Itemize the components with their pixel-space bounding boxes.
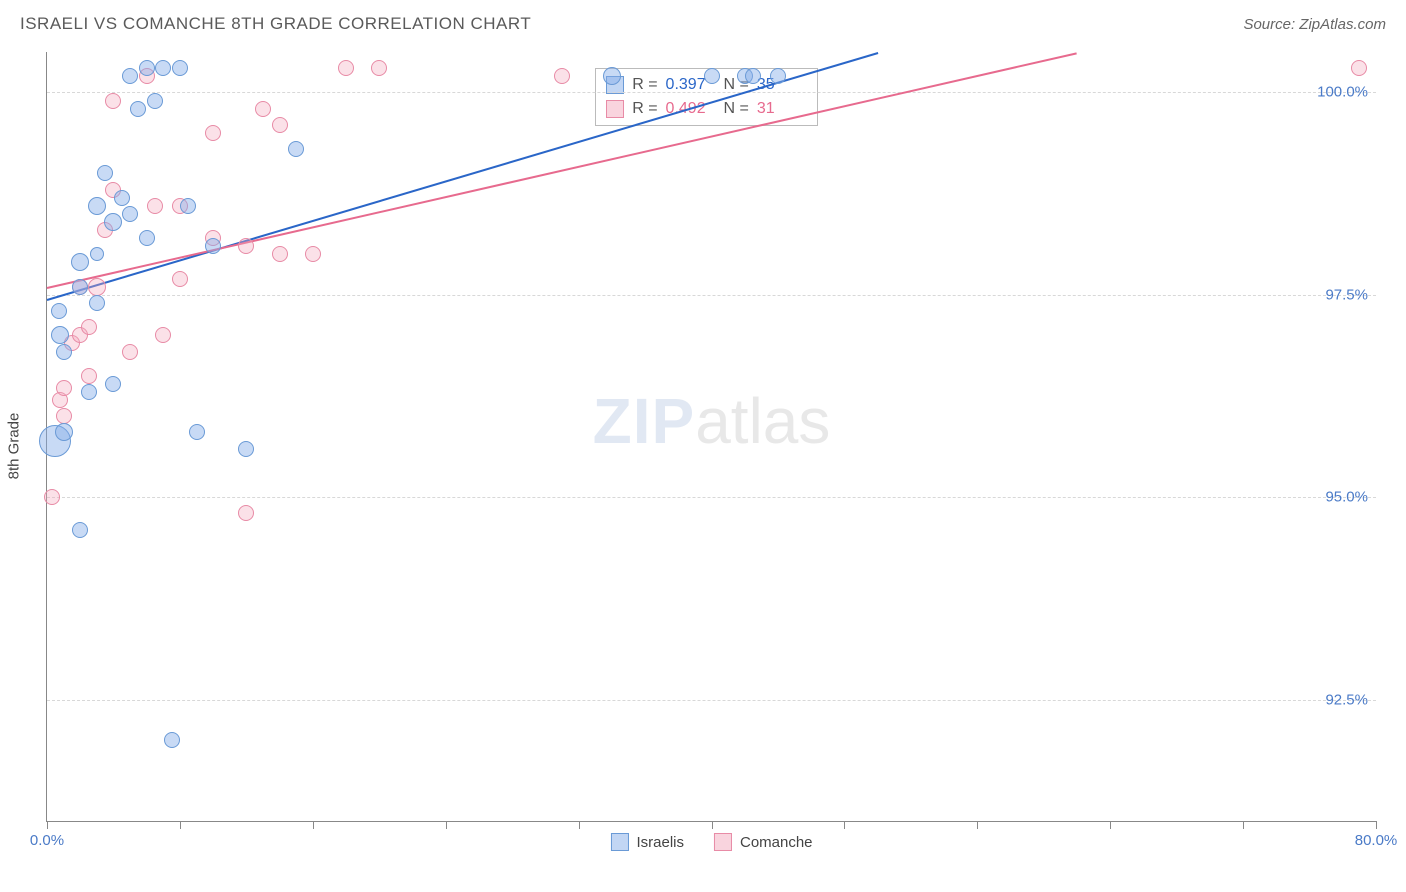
data-point-blue bbox=[189, 424, 205, 440]
watermark-zip: ZIP bbox=[593, 385, 696, 457]
swatch-pink-icon bbox=[606, 100, 624, 118]
data-point-blue bbox=[130, 101, 146, 117]
data-point-blue bbox=[139, 230, 155, 246]
data-point-blue bbox=[205, 238, 221, 254]
x-tick bbox=[1376, 821, 1377, 829]
x-tick-label: 80.0% bbox=[1355, 832, 1398, 849]
legend-label-pink: Comanche bbox=[740, 834, 813, 851]
legend: Israelis Comanche bbox=[610, 833, 812, 851]
x-tick bbox=[1110, 821, 1111, 829]
data-point-blue bbox=[180, 198, 196, 214]
data-point-blue bbox=[105, 376, 121, 392]
x-tick bbox=[579, 821, 580, 829]
legend-label-blue: Israelis bbox=[636, 834, 684, 851]
legend-item-israelis: Israelis bbox=[610, 833, 684, 851]
data-point-blue bbox=[72, 522, 88, 538]
stats-n-label: N = bbox=[724, 97, 749, 121]
y-tick-label: 92.5% bbox=[1325, 691, 1368, 708]
x-tick bbox=[180, 821, 181, 829]
data-point-blue bbox=[770, 68, 786, 84]
x-tick bbox=[977, 821, 978, 829]
data-point-blue bbox=[147, 93, 163, 109]
plot-area: ZIPatlas R = 0.397 N = 35 R = 0.492 N = … bbox=[46, 52, 1376, 822]
stats-n-value-pink: 31 bbox=[757, 97, 807, 121]
data-point-pink bbox=[238, 238, 254, 254]
trendline-blue bbox=[47, 52, 878, 301]
watermark-atlas: atlas bbox=[695, 385, 830, 457]
data-point-blue bbox=[704, 68, 720, 84]
x-tick bbox=[1243, 821, 1244, 829]
data-point-blue bbox=[56, 344, 72, 360]
data-point-pink bbox=[172, 271, 188, 287]
data-point-pink bbox=[147, 198, 163, 214]
data-point-pink bbox=[272, 117, 288, 133]
stats-r-label: R = bbox=[632, 73, 657, 97]
x-tick bbox=[712, 821, 713, 829]
data-point-pink bbox=[371, 60, 387, 76]
data-point-blue bbox=[72, 279, 88, 295]
data-point-pink bbox=[305, 246, 321, 262]
gridline bbox=[47, 92, 1376, 93]
data-point-blue bbox=[139, 60, 155, 76]
y-axis-title: 8th Grade bbox=[6, 413, 23, 480]
data-point-blue bbox=[238, 441, 254, 457]
gridline bbox=[47, 295, 1376, 296]
data-point-pink bbox=[255, 101, 271, 117]
data-point-blue bbox=[745, 68, 761, 84]
data-point-blue bbox=[155, 60, 171, 76]
stats-row-comanche: R = 0.492 N = 31 bbox=[606, 97, 807, 121]
y-tick-label: 100.0% bbox=[1317, 84, 1368, 101]
x-tick bbox=[313, 821, 314, 829]
x-tick bbox=[446, 821, 447, 829]
gridline bbox=[47, 497, 1376, 498]
data-point-pink bbox=[105, 93, 121, 109]
swatch-blue-icon bbox=[610, 833, 628, 851]
data-point-pink bbox=[88, 278, 106, 296]
data-point-blue bbox=[172, 60, 188, 76]
x-tick bbox=[844, 821, 845, 829]
data-point-pink bbox=[122, 344, 138, 360]
data-point-blue bbox=[603, 67, 621, 85]
data-point-blue bbox=[104, 213, 122, 231]
y-tick-label: 97.5% bbox=[1325, 286, 1368, 303]
y-tick-label: 95.0% bbox=[1325, 489, 1368, 506]
data-point-blue bbox=[90, 247, 104, 261]
gridline bbox=[47, 700, 1376, 701]
data-point-pink bbox=[205, 125, 221, 141]
data-point-blue bbox=[81, 384, 97, 400]
data-point-blue bbox=[114, 190, 130, 206]
data-point-pink bbox=[56, 380, 72, 396]
data-point-blue bbox=[51, 326, 69, 344]
data-point-pink bbox=[272, 246, 288, 262]
data-point-pink bbox=[44, 489, 60, 505]
data-point-blue bbox=[122, 68, 138, 84]
data-point-blue bbox=[55, 423, 73, 441]
data-point-pink bbox=[155, 327, 171, 343]
source-attribution: Source: ZipAtlas.com bbox=[1243, 16, 1386, 33]
trendline-pink bbox=[47, 52, 1077, 289]
legend-item-comanche: Comanche bbox=[714, 833, 813, 851]
data-point-blue bbox=[89, 295, 105, 311]
data-point-pink bbox=[554, 68, 570, 84]
swatch-pink-icon bbox=[714, 833, 732, 851]
data-point-blue bbox=[71, 253, 89, 271]
data-point-pink bbox=[81, 368, 97, 384]
watermark: ZIPatlas bbox=[593, 384, 831, 458]
x-tick bbox=[47, 821, 48, 829]
data-point-blue bbox=[88, 197, 106, 215]
data-point-blue bbox=[122, 206, 138, 222]
chart-title: ISRAELI VS COMANCHE 8TH GRADE CORRELATIO… bbox=[20, 14, 531, 34]
data-point-pink bbox=[56, 408, 72, 424]
data-point-blue bbox=[97, 165, 113, 181]
data-point-pink bbox=[338, 60, 354, 76]
data-point-blue bbox=[288, 141, 304, 157]
data-point-blue bbox=[51, 303, 67, 319]
data-point-pink bbox=[238, 505, 254, 521]
data-point-pink bbox=[81, 319, 97, 335]
data-point-pink bbox=[1351, 60, 1367, 76]
data-point-blue bbox=[164, 732, 180, 748]
x-tick-label: 0.0% bbox=[30, 832, 64, 849]
